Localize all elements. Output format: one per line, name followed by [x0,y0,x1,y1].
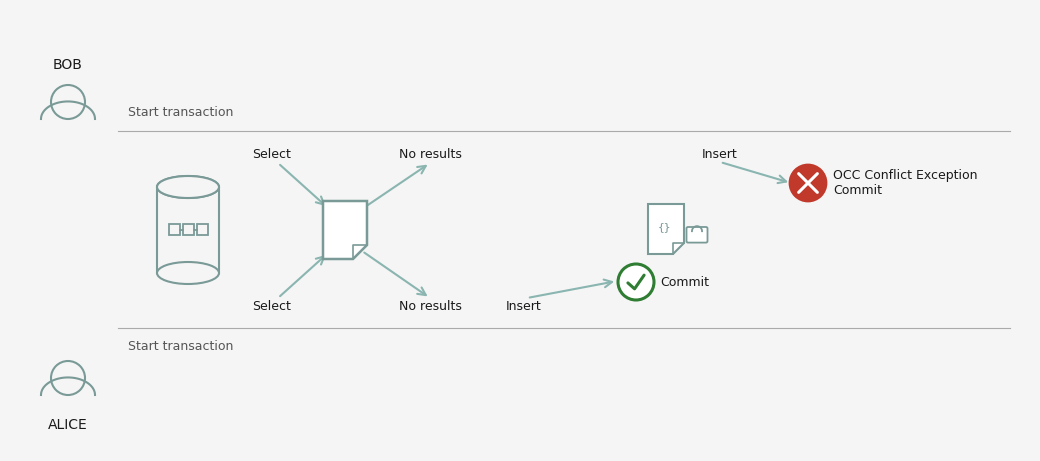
Text: BOB: BOB [53,58,83,72]
Bar [168,225,180,236]
Ellipse shape [157,176,219,198]
Text: ALICE: ALICE [48,418,87,432]
Polygon shape [323,201,367,259]
Text: Commit: Commit [660,276,709,289]
Text: Commit: Commit [833,184,882,197]
FancyBboxPatch shape [686,227,707,242]
Text: No results: No results [398,300,462,313]
Text: No results: No results [398,148,462,161]
Text: Start transaction: Start transaction [128,339,233,353]
Ellipse shape [157,262,219,284]
Circle shape [618,264,654,300]
Ellipse shape [157,176,219,198]
Text: Select: Select [253,148,291,161]
Text: Insert: Insert [506,300,542,313]
Circle shape [790,165,826,201]
Text: {}: {} [658,222,672,232]
Polygon shape [648,204,684,254]
Text: Select: Select [253,300,291,313]
Text: Insert: Insert [702,148,737,161]
Bar [182,225,193,236]
Bar [197,225,208,236]
Text: Start transaction: Start transaction [128,106,233,119]
Text: OCC Conflict Exception: OCC Conflict Exception [833,169,978,182]
